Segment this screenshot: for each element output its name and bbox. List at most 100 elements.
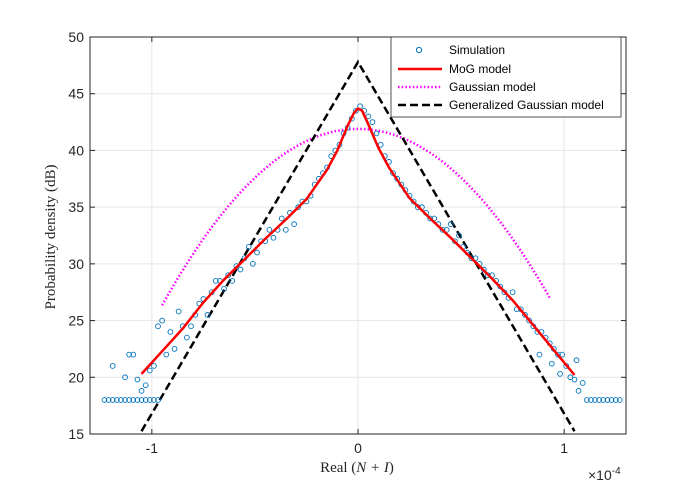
simulation-point (134, 376, 141, 383)
legend-item-mog: MoG model (398, 62, 511, 76)
legend-label-gaussian: Gaussian model (449, 80, 536, 94)
legend: Simulation MoG model Gaussian model Gene… (390, 36, 622, 118)
x-tick-label: 1 (560, 440, 568, 456)
simulation-point (188, 323, 194, 330)
simulation-point (159, 317, 166, 324)
legend-label-simulation: Simulation (449, 43, 505, 57)
simulation-point (270, 234, 277, 241)
simulation-point (225, 272, 231, 279)
simulation-point (138, 388, 145, 394)
simulation-point (612, 397, 619, 403)
simulation-point (221, 285, 227, 292)
simulation-point (118, 397, 124, 403)
simulation-point (282, 226, 289, 233)
legend-marker-simulation (415, 46, 423, 54)
plot-area (101, 59, 623, 432)
simulation-point (592, 397, 598, 403)
simulation-point (559, 351, 565, 358)
simulation-point (456, 232, 462, 239)
x-tick-label: -1 (146, 440, 159, 456)
mog-model-line (140, 107, 576, 376)
simulation-point (278, 215, 285, 222)
simulation-point (468, 255, 475, 262)
simulation-point (175, 308, 182, 315)
simulation-point (509, 289, 516, 296)
simulation-point (184, 334, 190, 341)
simulation-point (101, 397, 108, 403)
simulation-point (254, 249, 260, 256)
simulation-point (134, 397, 141, 403)
simulation-point (151, 397, 157, 403)
simulation-point (557, 371, 563, 377)
simulation-point (295, 204, 302, 210)
simulation-point (608, 397, 615, 403)
simulation-point (571, 376, 578, 383)
y-tick-label: 35 (68, 199, 84, 215)
simulation-point (526, 317, 532, 324)
simulation-point (575, 388, 582, 394)
simulation-point (369, 119, 376, 125)
simulation-point (138, 397, 145, 403)
simulation-point (130, 351, 137, 358)
simulation-point (596, 397, 603, 403)
simulation-point (250, 261, 256, 267)
simulation-point (573, 357, 580, 364)
simulation-point (109, 397, 116, 403)
simulation-point (130, 397, 137, 403)
legend-item-gaussian: Gaussian model (398, 80, 536, 94)
legend-label-mog: MoG model (449, 62, 511, 76)
x-tick-label: 0 (354, 440, 362, 456)
simulation-point (291, 221, 297, 228)
simulation-point (373, 130, 380, 137)
legend-box (390, 36, 622, 118)
simulation-point (548, 360, 555, 367)
simulation-point (588, 397, 594, 403)
axes: -1 0 1 15 20 25 30 35 40 45 50 (68, 29, 627, 456)
simulation-point (155, 323, 161, 330)
simulation-point (237, 266, 244, 273)
y-axis-label: Probability density (dB) (43, 165, 59, 310)
simulation-point (353, 107, 359, 114)
simulation-point (447, 221, 454, 228)
simulation-point (113, 397, 120, 403)
simulation-point (126, 351, 133, 358)
simulation-point (146, 397, 153, 403)
simulation-point (122, 397, 128, 403)
x-multiplier-label: ×10-4 (588, 466, 621, 483)
legend-item-generalized-gaussian: Generalized Gaussian model (398, 98, 604, 112)
simulation-point (142, 397, 149, 403)
simulation-point (163, 351, 170, 358)
simulation-point (229, 278, 236, 284)
y-tick-label: 50 (68, 29, 84, 45)
generalized-gaussian-model-line (140, 59, 576, 432)
legend-label-generalized-gaussian: Generalized Gaussian model (449, 98, 604, 112)
simulation-point (266, 226, 273, 233)
simulation-point (579, 380, 586, 386)
simulation-point (151, 363, 157, 369)
simulation-point (155, 397, 161, 403)
simulation-point (245, 243, 252, 250)
simulation-point (167, 329, 174, 335)
simulation-point (142, 382, 149, 389)
simulation-point (171, 346, 178, 352)
y-tick-label: 40 (68, 142, 84, 158)
simulation-point (439, 226, 446, 233)
simulation-point (126, 397, 133, 403)
simulation-point (109, 363, 116, 369)
simulation-point (212, 278, 219, 284)
simulation-point (604, 397, 611, 403)
y-tick-label: 30 (68, 256, 84, 272)
y-tick-label: 45 (68, 86, 84, 102)
simulation-point (616, 397, 623, 403)
x-axis-label: Real (N + I) (320, 460, 394, 476)
y-tick-label: 15 (68, 426, 84, 442)
simulation-point (122, 374, 128, 381)
simulation-point (536, 351, 543, 358)
y-tick-label: 20 (68, 369, 84, 385)
legend-item-simulation: Simulation (415, 43, 505, 57)
simulation-point (427, 215, 434, 222)
simulation-point (204, 312, 211, 318)
simulation-point (600, 397, 607, 403)
simulation-point (583, 397, 590, 403)
